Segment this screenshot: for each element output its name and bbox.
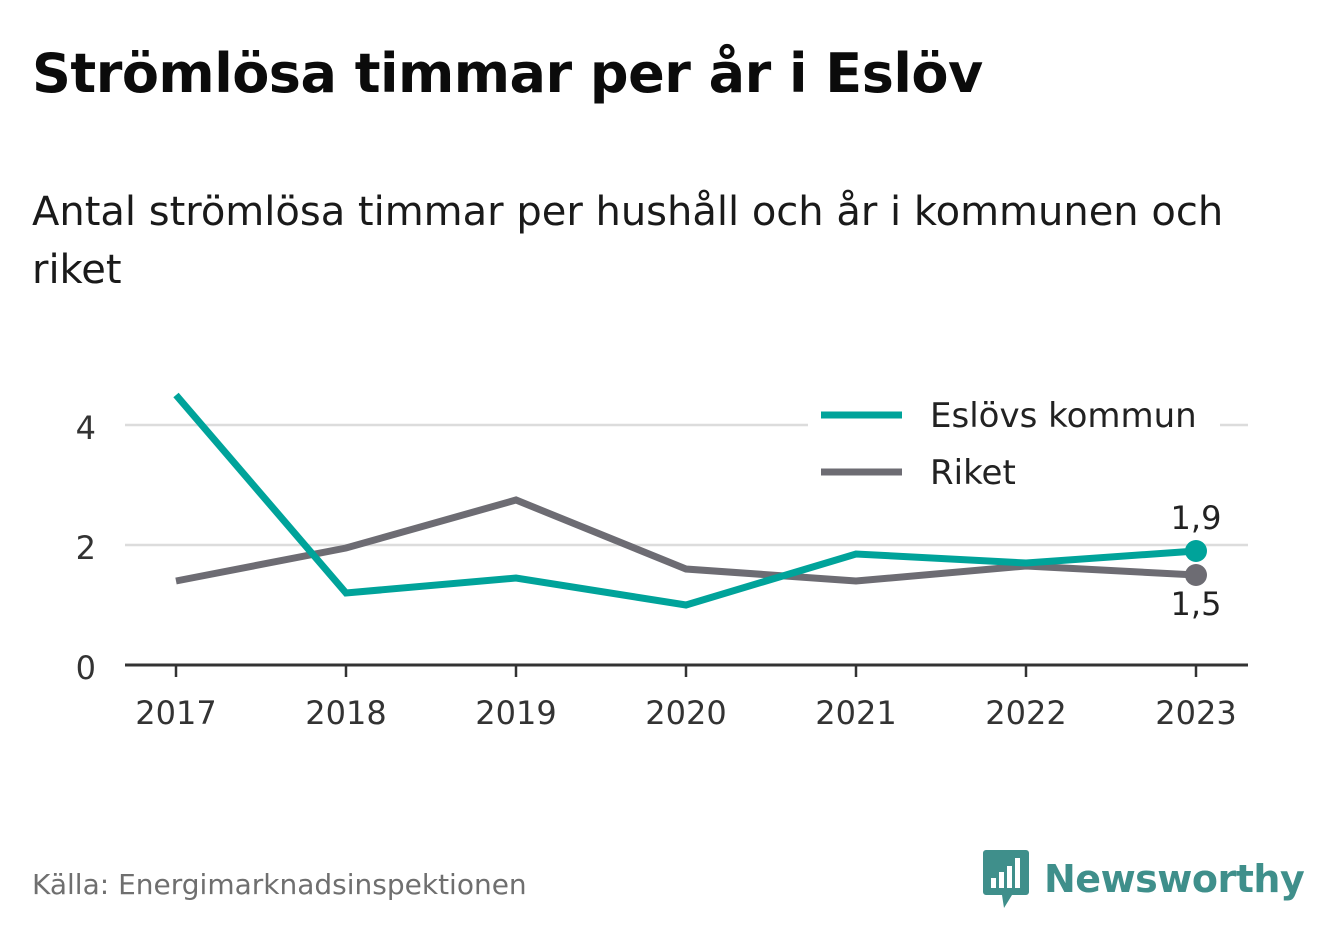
y-tick-label: 2 [76, 529, 96, 567]
end-point-marker [1185, 564, 1207, 586]
x-tick-label: 2018 [305, 694, 386, 732]
brand-name: Newsworthy [1044, 857, 1305, 901]
x-tick-label: 2020 [645, 694, 726, 732]
y-tick-label: 0 [76, 649, 96, 687]
legend-background [808, 392, 1220, 502]
x-tick-label: 2019 [475, 694, 556, 732]
y-tick-label: 4 [76, 409, 96, 447]
end-value-label: 1,9 [1171, 499, 1222, 537]
brand-logo: Newsworthy [982, 848, 1305, 910]
end-point-marker [1185, 540, 1207, 562]
chart-subtitle: Antal strömlösa timmar per hushåll och å… [32, 189, 1224, 293]
legend-label: Eslövs kommun [930, 396, 1197, 436]
end-value-label: 1,5 [1171, 585, 1222, 623]
newsworthy-bar-chart-icon [983, 850, 1029, 908]
x-tick-label: 2022 [985, 694, 1066, 732]
legend-label: Riket [930, 453, 1016, 493]
source-note: Källa: Energimarknadsinspektionen [32, 868, 527, 901]
x-tick-label: 2017 [135, 694, 216, 732]
x-tick-label: 2023 [1155, 694, 1236, 732]
chart-title: Strömlösa timmar per år i Eslöv [32, 42, 983, 105]
x-tick-label: 2021 [815, 694, 896, 732]
series-line-eslov [173, 392, 1197, 609]
